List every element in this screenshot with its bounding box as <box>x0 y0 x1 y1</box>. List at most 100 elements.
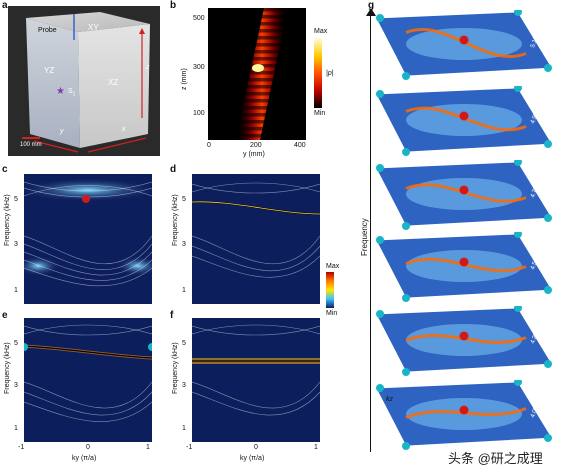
cyan-sphere-marker <box>544 434 552 442</box>
watermark-text: 头条 @研之成理 <box>448 451 543 466</box>
panel-b-xtick: 0 <box>207 142 211 149</box>
panel-e-xlabel: ky (π/a) <box>72 455 97 462</box>
panel-b-colorbar <box>314 38 322 108</box>
axis-z-label: z <box>146 64 150 71</box>
red-sphere-marker <box>459 111 469 121</box>
cyan-sphere-marker <box>544 214 552 222</box>
cyan-sphere-marker <box>402 368 410 376</box>
frequency-slice: 4.075 kHz <box>375 378 556 452</box>
panel-b-ytick: 100 <box>193 110 205 117</box>
panel-e-cyan-marker-right <box>148 343 152 351</box>
frequency-slice: 4.735 kHz <box>375 158 556 232</box>
red-sphere-marker <box>459 35 469 45</box>
cyan-sphere-marker <box>514 230 522 238</box>
axis-y-label: y <box>60 128 64 135</box>
cyan-sphere-marker <box>376 310 384 318</box>
face-yz-label: YZ <box>44 66 55 75</box>
cyan-sphere-marker <box>376 164 384 172</box>
panel-f-ytick: 5 <box>182 340 186 347</box>
panel-f-band-map <box>192 318 320 442</box>
panel-f-xtick: -1 <box>186 444 193 451</box>
panel-e-ytick: 3 <box>14 382 18 389</box>
red-sphere-marker <box>459 405 469 415</box>
panel-c-ytick: 5 <box>14 196 18 203</box>
panel-e-xtick: -1 <box>18 444 25 451</box>
panel-e-xtick: 1 <box>146 444 150 451</box>
cyan-sphere-marker <box>376 14 384 22</box>
band-cbar-max: Max <box>326 263 340 270</box>
cyan-sphere-marker <box>376 384 384 392</box>
red-sphere-marker <box>459 331 469 341</box>
red-sphere-marker <box>459 185 469 195</box>
cyan-sphere-marker <box>544 360 552 368</box>
panel-f-label: f <box>170 310 174 321</box>
panel-f-xlabel: ky (π/a) <box>240 455 265 462</box>
panel-f-xtick: 1 <box>314 444 318 451</box>
panel-f-ylabel: Frequency (kHz) <box>172 342 179 394</box>
cyan-sphere-marker <box>402 442 410 450</box>
cyan-sphere-marker <box>402 148 410 156</box>
band-cbar-min: Min <box>326 310 338 317</box>
panel-g-label: g <box>368 0 375 11</box>
panel-d-ytick: 5 <box>182 196 186 203</box>
panel-a-label: a <box>2 0 8 11</box>
cyan-sphere-marker <box>514 8 522 16</box>
panel-e-ylabel: Frequency (kHz) <box>4 342 11 394</box>
cyan-sphere-marker <box>402 72 410 80</box>
panel-b-xtick: 400 <box>294 142 306 149</box>
panel-d-label: d <box>170 164 177 175</box>
svg-text:★: ★ <box>56 86 65 97</box>
panel-c-label: c <box>2 164 8 175</box>
panel-e-band-map <box>24 318 152 442</box>
frequency-slice: 4.295 kHz <box>375 304 556 378</box>
probe-label: Probe <box>38 27 57 34</box>
kz-label: kz <box>386 396 393 403</box>
cyan-sphere-marker <box>376 236 384 244</box>
cyan-sphere-marker <box>544 64 552 72</box>
panel-d-ytick: 3 <box>182 241 186 248</box>
cyan-sphere-marker <box>514 378 522 386</box>
panel-b-cbar-max: Max <box>314 28 328 35</box>
panel-f-ytick: 1 <box>182 425 186 432</box>
cyan-sphere-marker <box>402 222 410 230</box>
panel-b-xtick: 200 <box>250 142 262 149</box>
panel-f-xtick: 0 <box>254 444 258 451</box>
panel-b-xlabel: y (mm) <box>243 151 265 158</box>
cyan-sphere-marker <box>376 90 384 98</box>
frequency-axis-line <box>370 12 371 452</box>
panel-d-band-map <box>192 174 320 304</box>
panel-b-pressure-map <box>208 8 306 140</box>
panel-c-ytick: 1 <box>14 287 18 294</box>
band-map-colorbar <box>326 272 334 308</box>
panel-b-ylabel: z (mm) <box>181 68 188 90</box>
frequency-slice: 4.515 kHz <box>375 230 556 304</box>
panel-e-xtick: 0 <box>86 444 90 451</box>
panel-b-label: b <box>170 0 177 11</box>
panel-c-ylabel: Frequency (kHz) <box>4 194 11 246</box>
panel-e-label: e <box>2 310 8 321</box>
panel-b-ytick: 300 <box>193 64 205 71</box>
cyan-sphere-marker <box>514 304 522 312</box>
panel-b-cbar-min: Min <box>314 110 326 117</box>
panel-e-ytick: 1 <box>14 425 18 432</box>
frequency-axis-label: Frequency <box>360 218 369 256</box>
panel-c-ytick: 3 <box>14 241 18 248</box>
cyan-sphere-marker <box>544 286 552 294</box>
panel-b-cbar-label: |p| <box>326 70 334 77</box>
cyan-sphere-marker <box>514 158 522 166</box>
cyan-sphere-marker <box>514 84 522 92</box>
face-xz-label: XZ <box>108 78 119 87</box>
red-sphere-marker <box>459 257 469 267</box>
source-s1-label: S1 <box>68 88 76 98</box>
axis-x-label: x <box>122 126 126 133</box>
panel-d-ylabel: Frequency (kHz) <box>172 194 179 246</box>
cyan-sphere-marker <box>544 140 552 148</box>
panel-e-ytick: 5 <box>14 340 18 347</box>
face-xy-label: XY <box>88 23 99 32</box>
sample-cube-photo: ★ <box>22 12 150 153</box>
frequency-axis-arrow <box>366 8 376 16</box>
scale-bar-label: 100 mm <box>20 142 42 148</box>
frequency-slice: 4.955 kHz <box>375 84 556 158</box>
panel-e-cyan-marker-left <box>24 343 28 351</box>
frequency-slice: 5.175 kHz <box>375 8 556 82</box>
